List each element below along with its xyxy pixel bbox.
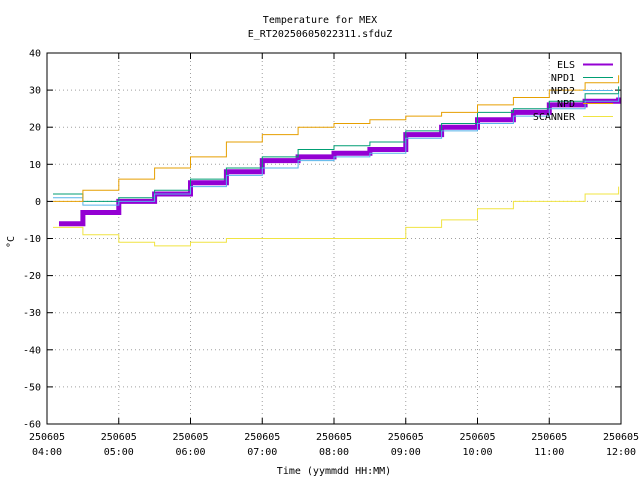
x-tick-date-label: 250605 [388, 432, 424, 443]
series-lines [53, 75, 622, 247]
x-tick-time-label: 07:00 [247, 447, 277, 458]
x-tick-date-label: 250605 [172, 432, 208, 443]
x-tick-time-label: 06:00 [175, 447, 205, 458]
legend-label-npd: NPD [557, 99, 575, 110]
y-tick-label: -10 [23, 234, 41, 245]
y-tick-label: 20 [29, 123, 41, 134]
legend-label-els: ELS [557, 60, 575, 71]
x-tick-time-label: 10:00 [462, 447, 492, 458]
x-tick-date-label: 250605 [101, 432, 137, 443]
chart-subtitle: E_RT20250605022311.sfduZ [248, 29, 393, 40]
legend-label-npd1: NPD1 [551, 73, 575, 84]
y-tick-label: -30 [23, 308, 41, 319]
series-line-npd1 [53, 86, 620, 202]
y-tick-label: 0 [35, 197, 41, 208]
x-tick-date-label: 250605 [531, 432, 567, 443]
series-line-npd [53, 75, 620, 202]
y-tick-label: -60 [23, 420, 41, 431]
y-axis-ticks: -60 -50 -40 -30 -20 -10 0 10 20 30 40 [23, 49, 621, 431]
chart-title: Temperature for MEX [263, 15, 377, 26]
x-tick-time-label: 12:00 [606, 447, 636, 458]
legend-label-npd2: NPD2 [551, 86, 575, 97]
x-tick-date-label: 250605 [459, 432, 495, 443]
x-tick-date-label: 250605 [29, 432, 65, 443]
x-tick-time-label: 08:00 [319, 447, 349, 458]
y-tick-label: 10 [29, 160, 41, 171]
y-tick-label: -40 [23, 345, 41, 356]
x-axis-label: Time (yymmdd HH:MM) [277, 466, 391, 477]
x-tick-date-label: 250605 [316, 432, 352, 443]
series-line-scanner [53, 186, 620, 247]
y-tick-label: 30 [29, 86, 41, 97]
legend-label-scanner: SCANNER [533, 112, 576, 123]
y-tick-label: -50 [23, 382, 41, 393]
x-tick-date-label: 250605 [244, 432, 280, 443]
x-tick-time-label: 11:00 [534, 447, 564, 458]
series-line-npd2 [53, 93, 620, 206]
x-tick-date-label: 250605 [603, 432, 639, 443]
legend: ELS NPD1 NPD2 NPD SCANNER [533, 60, 613, 123]
x-tick-time-label: 09:00 [391, 447, 421, 458]
y-tick-label: -20 [23, 271, 41, 282]
y-tick-label: 40 [29, 49, 41, 60]
x-tick-time-label: 05:00 [104, 447, 134, 458]
x-tick-time-label: 04:00 [32, 447, 62, 458]
plot-frame [46, 52, 622, 425]
y-axis-label: °C [6, 236, 17, 248]
